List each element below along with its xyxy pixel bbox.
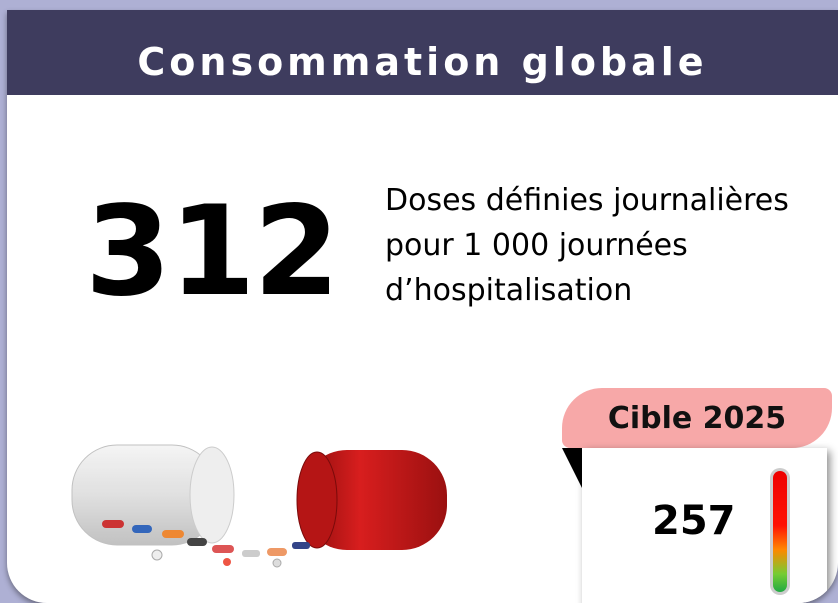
description-line: pour 1 000 journées [385, 223, 789, 268]
title: Consommation globale [137, 40, 707, 84]
card: Consommation globale 312 Doses définies … [7, 10, 838, 603]
gauge [770, 468, 790, 595]
pills-illustration [62, 430, 462, 580]
header: Consommation globale [7, 10, 838, 95]
description-line: d’hospitalisation [385, 268, 789, 313]
target-value: 257 [652, 498, 736, 544]
target-label: Cible 2025 [562, 388, 832, 448]
main-value: 312 [85, 190, 338, 314]
description: Doses définies journalières pour 1 000 j… [385, 178, 789, 313]
target-box: 257 [582, 448, 827, 603]
description-line: Doses définies journalières [385, 178, 789, 223]
page: Consommation globale 312 Doses définies … [0, 0, 838, 603]
gauge-fill [773, 471, 787, 592]
